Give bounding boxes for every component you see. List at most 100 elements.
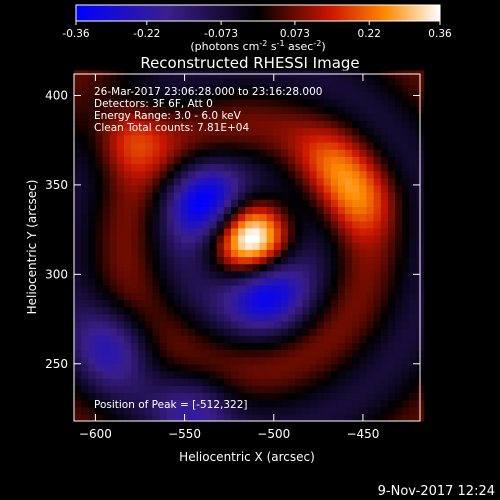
heatmap-cell [345,342,353,351]
heatmap-cell [223,263,232,272]
heatmap-cell [380,263,389,272]
heatmap-cell [238,285,246,293]
heatmap-cell [366,378,375,386]
heatmap-cell [323,277,332,286]
heatmap-cell [81,370,89,379]
heatmap-cell [402,184,410,193]
heatmap-cell [109,270,118,279]
heatmap-cell [173,399,182,408]
heatmap-cell [309,270,318,279]
heatmap-cell [88,406,97,415]
heatmap-cell [252,242,261,250]
heatmap-cell [330,77,339,86]
heatmap-cell [359,113,368,122]
heatmap-cell [273,299,282,308]
heatmap-cell [195,163,204,172]
heatmap-cell [316,206,325,215]
heatmap-cell [359,127,368,136]
heatmap-cell [273,335,282,343]
heatmap-cell [380,220,389,229]
heatmap-cell [366,392,375,401]
heatmap-cell [173,392,182,401]
heatmap-cell [280,378,289,386]
heatmap-cell [95,335,104,343]
heatmap-cell [145,406,154,415]
heatmap-cell [131,141,139,150]
heatmap-cell [323,406,332,415]
heatmap-cell [259,285,268,293]
heatmap-cell [166,277,175,286]
heatmap-cell [166,385,175,393]
heatmap-cell [88,149,97,157]
heatmap-cell [373,306,382,315]
heatmap-cell [102,342,111,351]
heatmap-cell [223,342,232,351]
heatmap-cell [223,299,232,308]
heatmap-cell [159,349,168,358]
heatmap-cell [88,84,97,93]
heatmap-cell [345,356,353,365]
heatmap-cell [345,256,353,265]
heatmap-cell [123,270,132,279]
heatmap-cell [295,234,303,243]
heatmap-cell [345,199,353,207]
heatmap-cell [309,99,318,107]
heatmap-cell [316,327,325,336]
colorbar-ramp [75,4,441,22]
heatmap-cell [252,378,261,386]
heatmap-cell [216,99,225,107]
heatmap-cell [409,349,418,358]
heatmap-cell [309,206,318,215]
heatmap-cell [109,378,118,386]
heatmap-cell [230,99,239,107]
heatmap-cell [288,227,296,236]
heatmap-cell [395,392,403,401]
heatmap-cell [238,335,246,343]
heatmap-cell [409,192,418,200]
heatmap-cell [181,263,189,272]
heatmap-cell [195,270,204,279]
heatmap-cell [152,149,161,157]
heatmap-cell [259,113,268,122]
y-tick-label: 350 [45,178,68,192]
heatmap-cell [195,127,204,136]
heatmap-cell [316,127,325,136]
heatmap-cell [359,270,368,279]
heatmap-cell [145,277,154,286]
heatmap-cell [330,306,339,315]
heatmap-cell [195,249,204,258]
heatmap-cell [159,242,168,250]
heatmap-cell [409,392,418,401]
heatmap-cell [230,149,239,157]
heatmap-cell [402,249,410,258]
heatmap-cell [223,127,232,136]
heatmap-cell [345,120,353,129]
heatmap-cell [273,199,282,207]
heatmap-cell [159,84,168,93]
heatmap-cell [395,277,403,286]
heatmap-cell [123,342,132,351]
heatmap-cell [280,306,289,315]
heatmap-cell [352,392,360,401]
heatmap-cell [230,277,239,286]
heatmap-cell [74,385,82,393]
heatmap-cell [166,77,175,86]
heatmap-cell [266,392,275,401]
heatmap-cell [123,285,132,293]
heatmap-cell [238,370,246,379]
heatmap-cell [238,120,246,129]
heatmap-cell [259,327,268,336]
heatmap-cell [302,349,311,358]
heatmap-cell [345,156,353,165]
heatmap-cell [409,356,418,365]
heatmap-cell [166,349,175,358]
heatmap-cell [337,227,346,236]
heatmap-cell [252,292,261,300]
heatmap-cell [166,285,175,293]
heatmap-cell [359,342,368,351]
heatmap-cell [295,192,303,200]
heatmap-image [74,70,425,422]
heatmap-cell [337,91,346,100]
heatmap-cell [259,177,268,186]
